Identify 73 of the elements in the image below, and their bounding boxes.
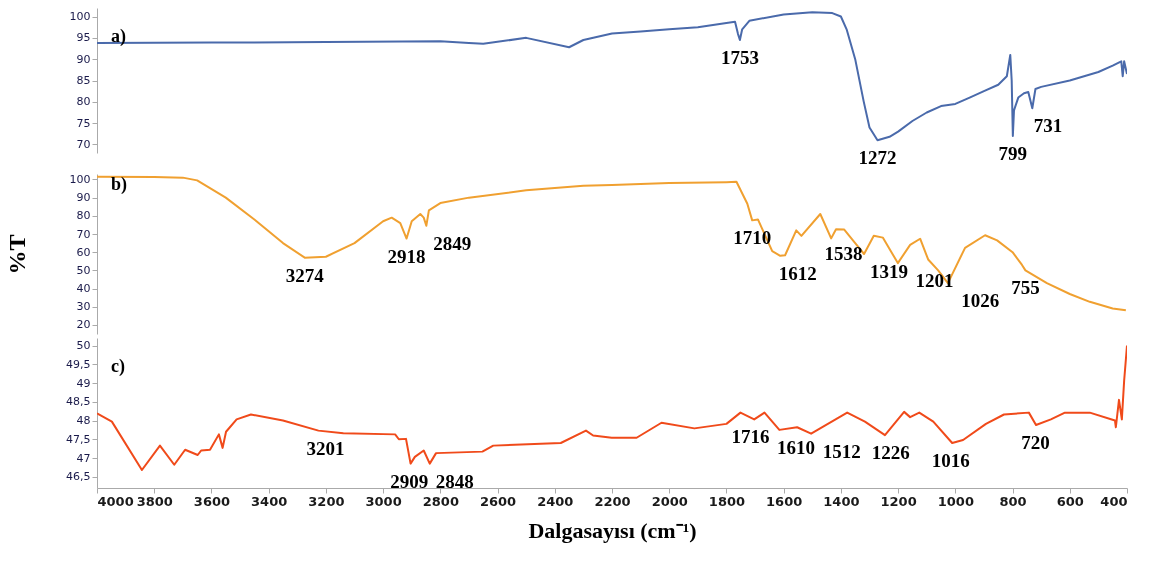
annotation: 755: [1011, 277, 1040, 299]
x-tick-label: 2200: [594, 493, 631, 509]
annotation: 2848: [435, 470, 474, 492]
y-tick-label: 70: [76, 137, 91, 151]
annotation: 3201: [306, 437, 345, 459]
y-tick-label: 70: [76, 227, 91, 241]
x-tick-label: 1400: [823, 493, 860, 509]
annotation: 799: [998, 142, 1028, 164]
annotation: 720: [1021, 432, 1050, 453]
y-tick-label: 50: [76, 339, 91, 352]
y-tick-label: 46,5: [66, 470, 91, 484]
annotation: 1226: [871, 442, 910, 464]
line-series: [97, 11, 1127, 142]
annotation: 1716: [731, 425, 770, 447]
annotation: 1016: [931, 450, 970, 471]
y-tick-label: 90: [76, 52, 91, 66]
line-series: [97, 175, 1127, 312]
y-tick-label: 47: [76, 451, 91, 465]
x-tick-label: 4000: [97, 493, 134, 509]
annotation: 1319: [869, 261, 908, 282]
x-tick-label: 1600: [766, 493, 803, 509]
y-tick-label: 80: [76, 209, 91, 223]
y-tick-label: 75: [76, 116, 91, 130]
annotation: 2849: [433, 232, 472, 254]
y-axis-title: %T: [3, 234, 30, 275]
x-tick-label: 600: [1056, 493, 1084, 509]
x-tick-label: 3800: [136, 493, 173, 509]
y-tick-label: 49: [76, 376, 91, 390]
y-tick-label: 50: [76, 263, 91, 277]
chart-title: b): [111, 174, 128, 195]
y-tick-label: 48: [76, 414, 91, 427]
annotation: 1026: [961, 290, 1000, 312]
y-tick-label: 95: [76, 31, 91, 45]
x-tick-label: 3000: [365, 493, 402, 509]
x-tick-label: 3200: [308, 493, 345, 509]
line-series: [97, 344, 1127, 471]
x-tick-label: 1200: [880, 493, 917, 509]
annotation: 2909: [390, 470, 429, 492]
y-tick-label: 40: [76, 282, 91, 296]
annotation: 3274: [285, 264, 325, 286]
y-tick-label: 80: [76, 95, 91, 109]
x-axis-title: Dalgasayısı (cm⁻¹): [528, 517, 697, 543]
annotation: 1753: [720, 46, 759, 68]
y-tick-label: 49,5: [66, 357, 91, 371]
text: a): [111, 26, 126, 47]
y-tick-label: 90: [76, 191, 91, 205]
annotation: 2918: [387, 245, 426, 267]
x-tick-label: 3400: [251, 493, 288, 509]
y-tick-label: 47,5: [66, 432, 91, 446]
y-tick-label: 60: [76, 245, 91, 259]
x-tick-label: 2000: [651, 493, 688, 509]
y-tick-label: 48,5: [66, 395, 91, 409]
text: c): [111, 356, 125, 377]
x-tick-label: 3600: [193, 493, 231, 509]
annotation: 1538: [824, 242, 863, 264]
annotation: 1201: [915, 270, 954, 292]
x-tick-label: 800: [999, 493, 1027, 509]
annotation: 731: [1033, 115, 1063, 137]
y-tick-label: 30: [76, 300, 91, 314]
x-tick-label: 2800: [422, 493, 459, 509]
annotation: 1610: [777, 436, 816, 458]
annotation: 1612: [778, 262, 817, 284]
annotation: 1512: [822, 440, 861, 462]
x-tick-label: 2400: [537, 493, 574, 509]
y-tick-label: 100: [69, 10, 91, 24]
x-tick-label: 1000: [937, 493, 974, 509]
y-tick-label: 20: [76, 318, 91, 332]
annotation: 1272: [858, 147, 897, 169]
y-tick-label: 100: [69, 172, 91, 186]
x-tick-label: 2600: [479, 493, 517, 509]
y-tick-label: 85: [76, 74, 91, 87]
x-tick-label: 400: [1100, 493, 1128, 509]
x-tick-label: 1800: [708, 493, 746, 509]
